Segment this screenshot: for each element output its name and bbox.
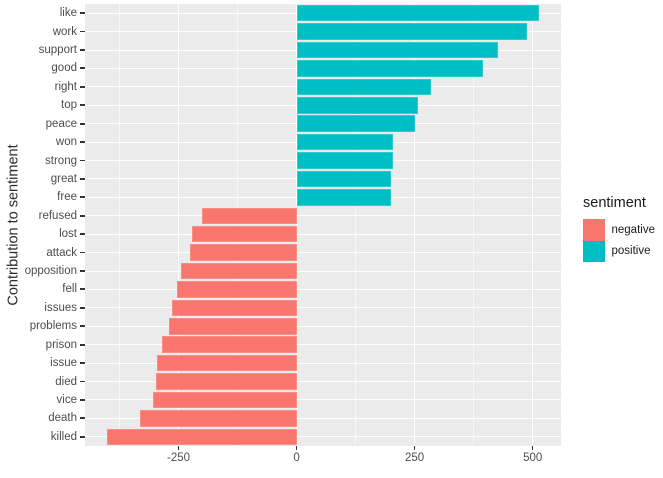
bar-issues bbox=[172, 299, 297, 317]
bar-fell bbox=[176, 281, 297, 298]
bar-attack bbox=[189, 244, 297, 261]
bar-great bbox=[296, 170, 392, 188]
category-gridline bbox=[85, 325, 561, 327]
y-tick-mark bbox=[80, 177, 85, 180]
y-tick-mark bbox=[80, 380, 85, 383]
bar-work bbox=[296, 23, 527, 40]
x-tick-label: 250 bbox=[405, 452, 425, 464]
bar-strong bbox=[296, 152, 393, 169]
category-gridline bbox=[85, 307, 561, 309]
y-tick-mark bbox=[80, 30, 85, 33]
bar-problems bbox=[169, 318, 297, 335]
bar-opposition bbox=[180, 262, 297, 280]
category-gridline bbox=[85, 288, 561, 290]
minor-gridline bbox=[355, 4, 357, 446]
bar-free bbox=[296, 189, 391, 206]
y-tick-mark bbox=[80, 343, 85, 346]
y-tick-mark bbox=[80, 49, 85, 51]
bar-right bbox=[296, 78, 431, 96]
bar-died bbox=[156, 373, 297, 390]
y-tick-mark bbox=[80, 233, 85, 235]
bar-won bbox=[296, 133, 394, 151]
y-tick-mark bbox=[80, 362, 85, 364]
x-tick-mark bbox=[531, 446, 534, 450]
legend: sentiment negative positive bbox=[583, 195, 655, 262]
legend-label-negative: negative bbox=[611, 223, 655, 236]
y-tick-mark bbox=[80, 270, 85, 272]
y-tick-mark bbox=[80, 288, 85, 291]
y-tick-mark bbox=[80, 12, 85, 14]
y-tick-mark bbox=[80, 435, 85, 438]
legend-title: sentiment bbox=[583, 195, 646, 211]
y-tick-mark bbox=[80, 122, 85, 125]
category-gridline bbox=[85, 417, 561, 419]
y-tick-mark bbox=[80, 159, 85, 162]
y-tick-mark bbox=[80, 325, 85, 328]
bar-top bbox=[296, 97, 419, 114]
y-tick-mark bbox=[80, 306, 85, 309]
legend-key-positive: positive bbox=[583, 240, 655, 262]
y-tick-mark bbox=[80, 67, 85, 70]
plot-panel bbox=[85, 4, 561, 446]
bar-good bbox=[296, 60, 484, 77]
category-gridline bbox=[85, 233, 561, 235]
bar-lost bbox=[191, 225, 297, 243]
bar-like bbox=[296, 4, 539, 22]
x-tick-mark bbox=[177, 446, 180, 450]
x-tick-mark bbox=[295, 446, 298, 450]
y-tick-mark bbox=[80, 141, 85, 143]
y-tick-mark bbox=[80, 398, 85, 401]
category-gridline bbox=[85, 381, 561, 383]
category-gridline bbox=[85, 399, 561, 401]
legend-swatch-negative bbox=[583, 219, 605, 241]
legend-key-negative: negative bbox=[583, 219, 655, 241]
major-gridline bbox=[413, 4, 416, 446]
y-tick-mark bbox=[80, 85, 85, 88]
category-gridline bbox=[85, 344, 561, 346]
legend-label-positive: positive bbox=[611, 245, 651, 258]
category-gridline bbox=[85, 436, 561, 438]
category-gridline bbox=[85, 362, 561, 364]
x-tick-mark bbox=[413, 446, 416, 450]
minor-gridline bbox=[473, 4, 475, 446]
x-tick-label: -250 bbox=[166, 452, 191, 464]
legend-swatch-positive bbox=[583, 240, 605, 262]
major-gridline bbox=[531, 4, 534, 446]
y-tick-mark bbox=[80, 417, 85, 420]
legend-keys: negative positive bbox=[583, 219, 655, 262]
bar-peace bbox=[296, 115, 416, 132]
y-tick-mark bbox=[80, 214, 85, 217]
bar-killed bbox=[106, 428, 297, 446]
major-gridline bbox=[295, 4, 298, 446]
category-gridline bbox=[85, 270, 561, 272]
x-tick-label: 500 bbox=[523, 452, 543, 464]
y-tick-mark bbox=[80, 104, 85, 107]
bar-support bbox=[296, 41, 498, 59]
y-axis-title: Contribution to sentiment bbox=[6, 144, 23, 306]
bar-issue bbox=[156, 354, 297, 372]
minor-gridline bbox=[237, 4, 239, 446]
major-gridline bbox=[177, 4, 180, 446]
minor-gridline bbox=[118, 4, 120, 446]
category-gridline bbox=[85, 252, 561, 254]
x-tick-label: 0 bbox=[293, 452, 300, 464]
y-tick-mark bbox=[80, 196, 85, 199]
bar-vice bbox=[153, 391, 297, 409]
category-gridline bbox=[85, 215, 561, 217]
bar-refused bbox=[202, 207, 297, 225]
bar-death bbox=[140, 410, 297, 427]
bar-prison bbox=[162, 336, 297, 353]
y-axis-title-container: Contribution to sentiment bbox=[4, 4, 24, 446]
y-tick-mark bbox=[80, 251, 85, 254]
